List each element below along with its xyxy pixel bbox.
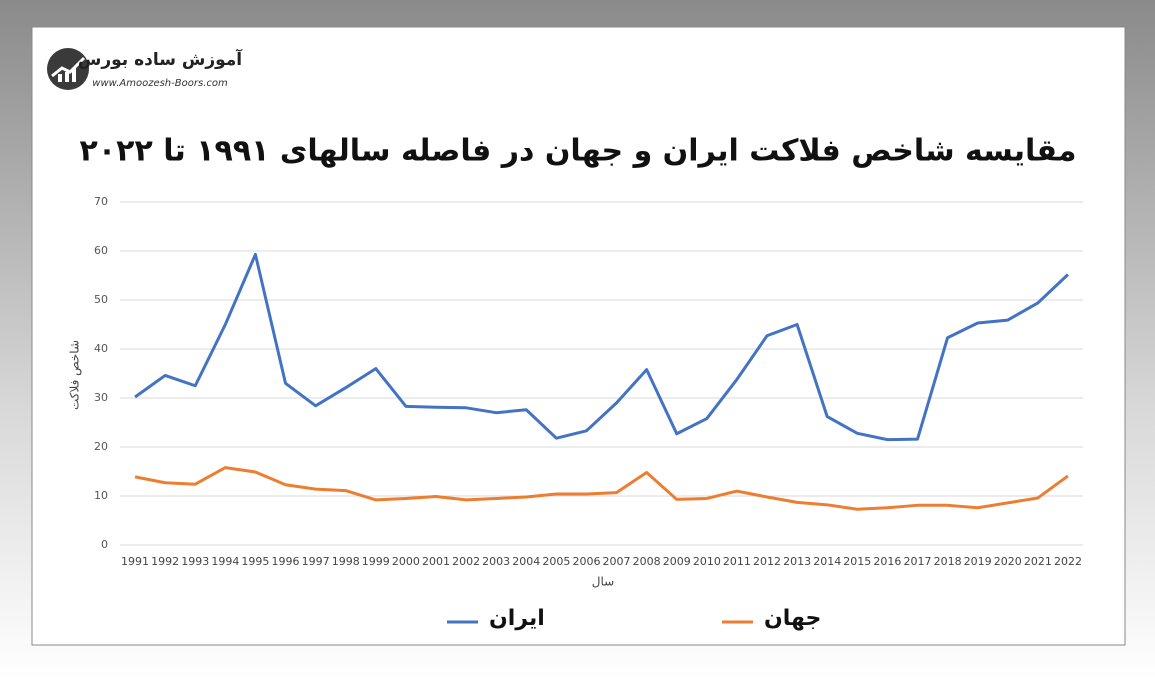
x-tick-label: 1996 [272,555,300,568]
logo-name: آموزش ساده بورس [78,48,243,70]
x-tick-label: 2002 [452,555,480,568]
y-tick-label: 0 [101,538,108,551]
y-tick-label: 20 [94,440,108,453]
x-tick-label: 2011 [723,555,751,568]
chart-title: مقایسه شاخص فلاکت ایران و جهان در فاصله … [80,134,1077,169]
y-tick-label: 30 [94,391,108,404]
x-tick-label: 2021 [1024,555,1052,568]
x-tick-label: 1999 [362,555,390,568]
x-tick-label: 2012 [753,555,781,568]
x-tick-label: 2013 [783,555,811,568]
series-line [134,252,1069,442]
x-axis-label: سال [592,575,614,589]
x-tick-label: 2003 [482,555,510,568]
x-tick-label: 2016 [873,555,901,568]
y-tick-label: 50 [94,293,108,306]
x-tick-label: 1992 [151,555,179,568]
legend-label: ایران [489,606,545,631]
x-tick-label: 2007 [603,555,631,568]
x-tick-label: 2022 [1054,555,1082,568]
x-tick-label: 2010 [693,555,721,568]
x-tick-label: 2008 [633,555,661,568]
logo-url: www.Amoozesh-Boors.com [92,78,228,89]
x-tick-label: 2005 [542,555,570,568]
y-tick-label: 40 [94,342,108,355]
x-tick-label: 1994 [211,555,239,568]
y-axis-label: شاخص فلاکت [68,340,83,410]
legend-label: جهان [764,606,821,631]
y-tick-label: 10 [94,489,108,502]
x-tick-label: 2009 [663,555,691,568]
x-tick-label: 1997 [302,555,330,568]
x-tick-label: 2004 [512,555,540,568]
x-tick-label: 1995 [241,555,269,568]
x-tick-label: 2019 [964,555,992,568]
x-tick-label: 2014 [813,555,841,568]
x-tick-label: 2018 [934,555,962,568]
y-tick-label: 60 [94,244,108,257]
x-tick-label: 2015 [843,555,871,568]
x-tick-label: 1993 [181,555,209,568]
x-tick-label: 2020 [994,555,1022,568]
y-tick-label: 70 [94,195,108,208]
x-tick-label: 2006 [572,555,600,568]
x-tick-label: 1998 [332,555,360,568]
x-tick-label: 2000 [392,555,420,568]
series-line [134,466,1069,511]
x-tick-label: 2017 [903,555,931,568]
logo-icon [47,48,89,90]
x-tick-label: 1991 [121,555,149,568]
x-tick-label: 2001 [422,555,450,568]
panel [31,26,1126,646]
